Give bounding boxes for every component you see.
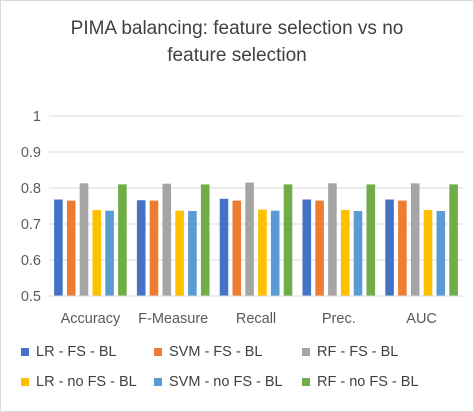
legend-item-rf-no-fs-bl: RF - no FS - BL [302,374,442,390]
bar [398,200,407,296]
legend-item-lr-no-fs-bl: LR - no FS - BL [21,374,154,390]
bar [410,183,420,296]
bar [149,200,159,296]
chart-legend: LR - FS - BL SVM - FS - BL RF - FS - BL … [21,337,461,397]
bar [353,211,363,296]
bar [200,184,210,296]
bar [340,209,350,296]
legend-label: SVM - FS - BL [169,344,263,360]
legend-swatch-icon [302,348,310,356]
legend-swatch-icon [154,378,162,386]
legend-item-rf-fs-bl: RF - FS - BL [302,344,442,360]
chart-title-line-2: feature selection [167,45,307,66]
bar [79,183,89,296]
y-tick-label: 0.9 [21,145,41,161]
legend-label: RF - no FS - BL [317,374,419,390]
bar [283,184,293,296]
y-tick-label: 0.8 [21,181,41,197]
bar [92,209,102,296]
legend-row-2: LR - no FS - BL SVM - no FS - BL RF - no… [21,367,461,397]
legend-label: LR - no FS - BL [36,374,137,390]
legend-swatch-icon [154,348,162,356]
bar [54,199,63,296]
legend-label: RF - FS - BL [317,344,399,360]
bar [118,184,127,296]
y-tick-label: 0.6 [21,253,41,269]
bar [175,210,184,296]
bar [136,200,146,296]
bar [385,199,394,296]
bar [449,184,458,296]
bar [162,183,172,296]
y-tick-label: 0.5 [21,289,41,305]
legend-item-lr-fs-bl: LR - FS - BL [21,344,154,360]
bar [232,200,242,296]
bar [436,211,446,296]
bar [328,183,337,296]
chart-title: PIMA balancing: feature selection vs no … [1,15,473,69]
legend-swatch-icon [302,378,310,386]
legend-row-1: LR - FS - BL SVM - FS - BL RF - FS - BL [21,337,461,367]
x-tick-label: Accuracy [61,311,121,327]
bar [423,209,433,296]
y-tick-label: 1 [33,109,41,125]
legend-swatch-icon [21,348,29,356]
chart-title-line-1: PIMA balancing: feature selection vs no [70,18,404,39]
legend-label: SVM - no FS - BL [169,374,283,390]
x-tick-label: AUC [406,311,437,327]
legend-swatch-icon [21,378,29,386]
x-tick-label: F-Measure [138,311,208,327]
legend-label: LR - FS - BL [36,344,117,360]
bar [302,199,312,296]
bar [258,209,267,296]
bar [270,210,280,296]
x-tick-label: Prec. [322,311,356,327]
bar [105,210,114,296]
legend-item-svm-fs-bl: SVM - FS - BL [154,344,302,360]
bar [66,200,76,296]
bar [245,182,254,296]
bar [315,200,324,296]
x-tick-label: Recall [236,311,276,327]
legend-item-svm-no-fs-bl: SVM - no FS - BL [154,374,302,390]
y-tick-label: 0.7 [21,217,41,233]
bar [188,211,197,296]
bar [219,198,229,296]
bar [366,184,376,296]
